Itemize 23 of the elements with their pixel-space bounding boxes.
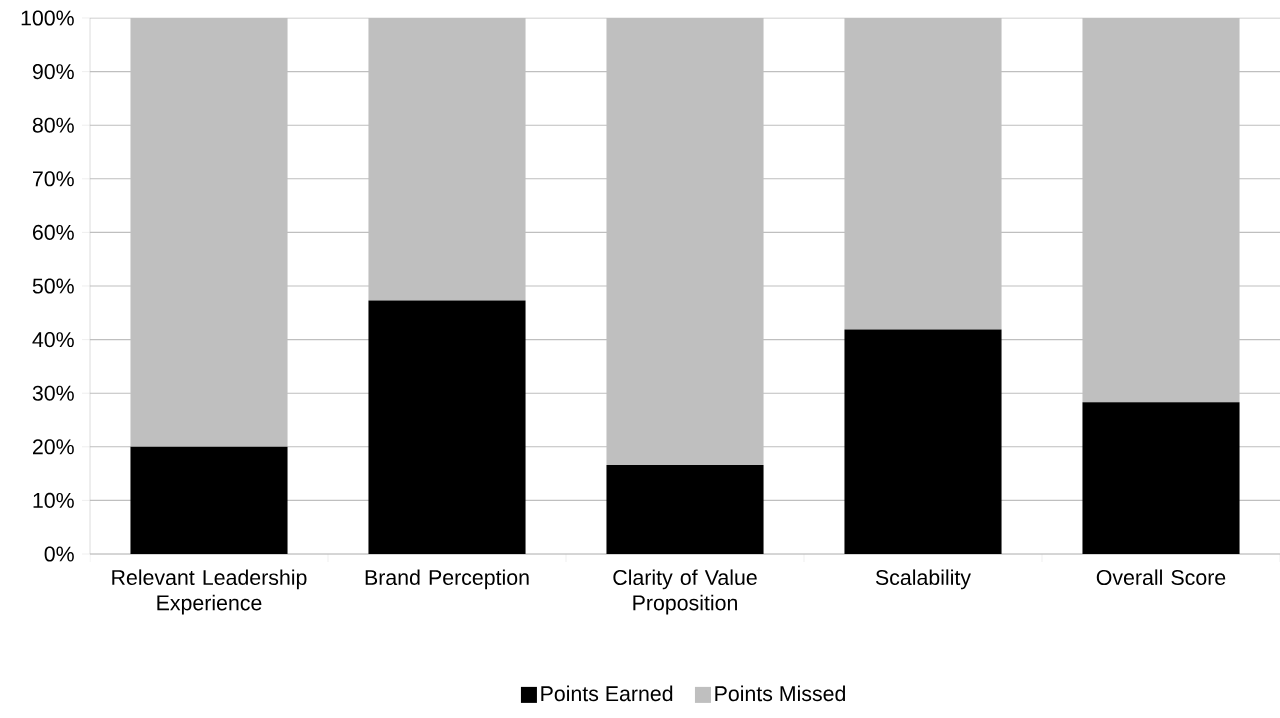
y-tick-label: 50% bbox=[32, 278, 74, 294]
y-tick-label: 80% bbox=[32, 117, 74, 133]
y-tick-label: 30% bbox=[32, 385, 74, 401]
x-tick-label: Brand Perception bbox=[365, 569, 529, 590]
x-tick-label: Scalability bbox=[875, 569, 971, 590]
x-tick-label: Relevant Leadership Experience bbox=[112, 569, 307, 615]
legend-label: Points Earned bbox=[541, 685, 673, 702]
bar bbox=[1082, 402, 1240, 554]
x-tick-label: Clarity of Value Proposition bbox=[613, 569, 757, 615]
y-tick-label: 40% bbox=[32, 332, 74, 348]
bar bbox=[844, 329, 1002, 554]
y-tick-label: 60% bbox=[33, 224, 74, 240]
y-tick-label: 100% bbox=[21, 10, 74, 26]
y-tick-label: 90% bbox=[32, 64, 74, 80]
bar bbox=[606, 465, 764, 554]
legend-label: Points Missed bbox=[715, 685, 846, 702]
y-tick-label: 20% bbox=[32, 439, 74, 455]
y-tick-label: 10% bbox=[33, 492, 74, 508]
x-tick-label: Overall Score bbox=[1096, 569, 1226, 586]
bar bbox=[368, 300, 526, 554]
y-tick-label: 0% bbox=[44, 546, 74, 562]
bar bbox=[130, 446, 288, 554]
y-tick-label: 70% bbox=[33, 171, 74, 187]
